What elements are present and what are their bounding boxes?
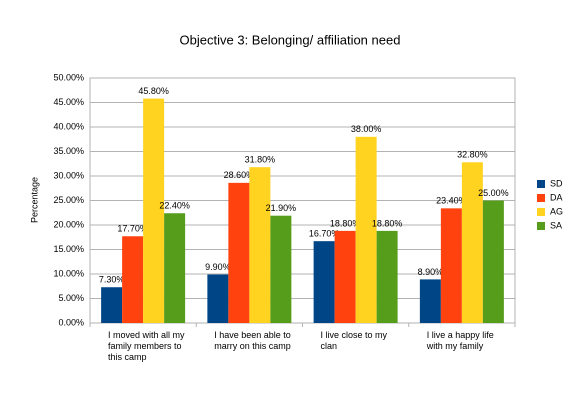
bar — [461, 162, 483, 323]
bar — [164, 213, 186, 323]
data-label: 32.80% — [457, 150, 488, 160]
bar — [334, 230, 356, 323]
y-tick-label: 0.00% — [58, 317, 84, 327]
y-tick-label: 15.00% — [53, 244, 84, 254]
y-tick-label: 25.00% — [53, 195, 84, 205]
data-label: 18.80% — [330, 218, 361, 228]
x-tick-label: I live close to my clan — [320, 330, 388, 351]
data-label: 18.80% — [372, 218, 403, 228]
bar — [482, 200, 504, 323]
bar — [122, 236, 144, 323]
legend-swatch — [537, 180, 545, 188]
y-tick-label: 20.00% — [53, 219, 84, 229]
legend-swatch — [537, 208, 545, 216]
y-tick-label: 45.00% — [53, 97, 84, 107]
bar — [270, 215, 292, 323]
data-label: 22.40% — [159, 201, 190, 211]
y-axis-label: Percentage — [29, 177, 39, 223]
x-tick-label: I live a happy life with my family — [426, 330, 494, 351]
data-label: 38.00% — [351, 124, 382, 134]
data-label: 7.30% — [99, 275, 125, 285]
legend-label: SA — [550, 220, 562, 230]
bar — [355, 136, 377, 323]
data-label: 31.80% — [245, 155, 276, 165]
data-label: 28.60% — [224, 170, 255, 180]
y-tick-label: 40.00% — [53, 121, 84, 131]
bar — [228, 182, 250, 323]
y-tick-label: 35.00% — [53, 146, 84, 156]
chart-title: Objective 3: Belonging/ affiliation need — [180, 32, 401, 47]
legend-label: AG — [550, 206, 563, 216]
data-label: 17.70% — [117, 224, 148, 234]
legend-swatch — [537, 222, 545, 230]
data-label: 25.00% — [478, 188, 509, 198]
bar — [419, 279, 441, 323]
x-tick-label: I have been able to marry on this camp — [214, 330, 291, 351]
data-label: 21.90% — [266, 203, 297, 213]
data-label: 8.90% — [418, 267, 444, 277]
data-label: 23.40% — [436, 196, 467, 206]
y-tick-label: 5.00% — [58, 293, 84, 303]
bar — [143, 98, 165, 323]
legend-label: SD — [550, 178, 563, 188]
y-tick-label: 50.00% — [53, 72, 84, 82]
bar — [207, 274, 229, 323]
x-tick-label: I moved with all my family members to th… — [108, 330, 185, 362]
data-label: 16.70% — [309, 229, 340, 239]
legend-label: DA — [550, 192, 563, 202]
data-label: 9.90% — [205, 262, 231, 272]
bar — [313, 241, 335, 323]
bar — [440, 208, 462, 323]
legend-swatch — [537, 194, 545, 202]
y-tick-label: 10.00% — [53, 268, 84, 278]
bar — [376, 230, 398, 323]
y-tick-label: 30.00% — [53, 170, 84, 180]
bar — [249, 167, 271, 323]
bar — [101, 287, 123, 323]
data-label: 45.80% — [138, 86, 169, 96]
